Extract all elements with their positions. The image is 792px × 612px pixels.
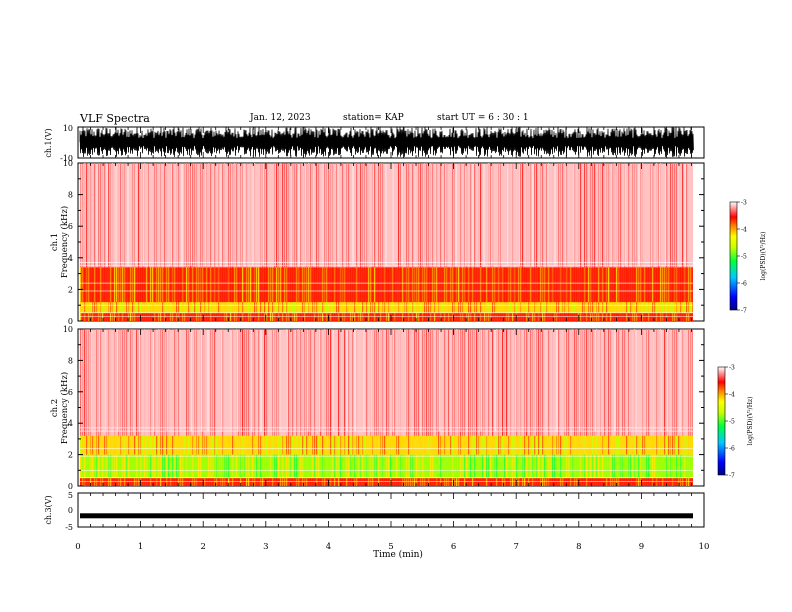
ch3-waveform-trace <box>80 513 693 519</box>
ch1-waveform-path <box>79 126 694 158</box>
cb2-ticks-label: -5 <box>729 419 735 426</box>
time-tick-label: 8 <box>576 542 581 552</box>
figure-title: VLF Spectra <box>80 112 150 125</box>
ch3-ytick-top: 5 <box>68 491 73 500</box>
cb2-ticks-label: -6 <box>729 446 735 453</box>
spec1-ytick-label: 10 <box>63 159 73 168</box>
spec2-ytick-label: 10 <box>63 325 73 334</box>
ch2-colorbar-label: log(PSD)(V²/Hz) <box>747 397 754 446</box>
ch1-spectrogram-image <box>79 163 703 321</box>
ch3-ytick-middle: 0 <box>68 506 73 515</box>
ch3-waveform-panel: 5 0 -5 ch.3(V) <box>44 491 705 532</box>
spec1-ytick-label: 2 <box>68 285 73 294</box>
ch1-spectrogram-ylabel-channel: ch.1 <box>50 233 60 251</box>
cb1-ticks-label: -6 <box>741 281 747 288</box>
ch3-waveform-ylabel: ch.3(V) <box>44 495 53 524</box>
ch1-ytick-bottom: -10 <box>60 154 73 163</box>
ch1-colorbar-gradient <box>729 201 738 311</box>
spec1-ytick-label: 0 <box>68 317 73 326</box>
ch2-spectrogram-image <box>79 329 703 486</box>
time-tick-label: 9 <box>639 542 644 552</box>
time-tick-label: 4 <box>326 542 331 552</box>
time-tick-label: 2 <box>200 542 205 552</box>
cb1-ticks-label: -5 <box>741 254 747 261</box>
cb1-ticks-label: -3 <box>741 200 747 207</box>
spec1-ytick-label: 6 <box>68 222 73 231</box>
time-tick-label: 6 <box>451 542 456 552</box>
spec2-ytick-label: 6 <box>68 388 73 397</box>
ch1-colorbar: -3 -4 -5 -6 -7 log(PSD)(V²/Hz) <box>729 200 767 315</box>
ch1-colorbar-label: log(PSD)(V²/Hz) <box>760 232 767 281</box>
ch2-spectrogram-ylabel-frequency: Frequency (kHz) <box>59 372 70 444</box>
spec2-ytick-label: 4 <box>68 419 73 428</box>
time-tick-label: 1 <box>138 542 143 552</box>
ch1-spectrogram-panel: 0 2 4 6 8 10 ch.1 Frequency (kHz) <box>50 159 705 326</box>
spec2-ytick-label: 8 <box>68 356 73 365</box>
time-axis-label: Time (min) <box>373 549 423 560</box>
cb1-ticks-label: -4 <box>741 227 747 234</box>
cb2-ticks-label: -4 <box>729 392 735 399</box>
cb2-ticks-label: -3 <box>729 365 735 372</box>
spec2-ytick-label: 0 <box>68 482 73 491</box>
ch2-colorbar: -3 -4 -5 -6 -7 log(PSD)(V²/Hz) <box>717 365 754 480</box>
time-tick-label: 7 <box>513 542 518 552</box>
ch1-waveform-panel: 10 -10 ch.1(V) <box>44 124 705 163</box>
ch2-spectrogram-ylabel-channel: ch.2 <box>50 399 60 417</box>
ch1-waveform-ylabel: ch.1(V) <box>44 128 53 157</box>
header-date: Jan. 12, 2023 <box>250 113 311 123</box>
time-tick-label: 0 <box>75 542 80 552</box>
ch1-waveform-trace <box>79 126 694 158</box>
spec1-ytick-label: 8 <box>68 191 73 200</box>
cb1-ticks-label: -7 <box>741 308 747 315</box>
time-axis-tick-labels: 0 1 2 3 4 5 6 7 8 9 10 <box>75 542 709 552</box>
ch2-spectrogram-panel: 0 2 4 6 8 10 ch.2 Frequency (kHz) <box>50 325 705 491</box>
ch2-colorbar-gradient <box>717 366 726 476</box>
header-start-time: start UT = 6 : 30 : 1 <box>437 113 529 123</box>
time-tick-label: 10 <box>699 542 710 552</box>
cb2-ticks-label: -7 <box>729 473 735 480</box>
spec1-ytick-label: 4 <box>68 254 73 263</box>
header-station: station= KAP <box>343 113 404 123</box>
ch3-ytick-bottom: -5 <box>65 523 73 532</box>
time-tick-label: 5 <box>388 542 393 552</box>
time-axis-ticks <box>77 127 705 527</box>
spec2-ytick-label: 2 <box>68 451 73 460</box>
ch1-spectrogram-ylabel-frequency: Frequency (kHz) <box>59 206 70 278</box>
ch1-ytick-top: 10 <box>63 124 73 133</box>
time-tick-label: 3 <box>263 542 268 552</box>
